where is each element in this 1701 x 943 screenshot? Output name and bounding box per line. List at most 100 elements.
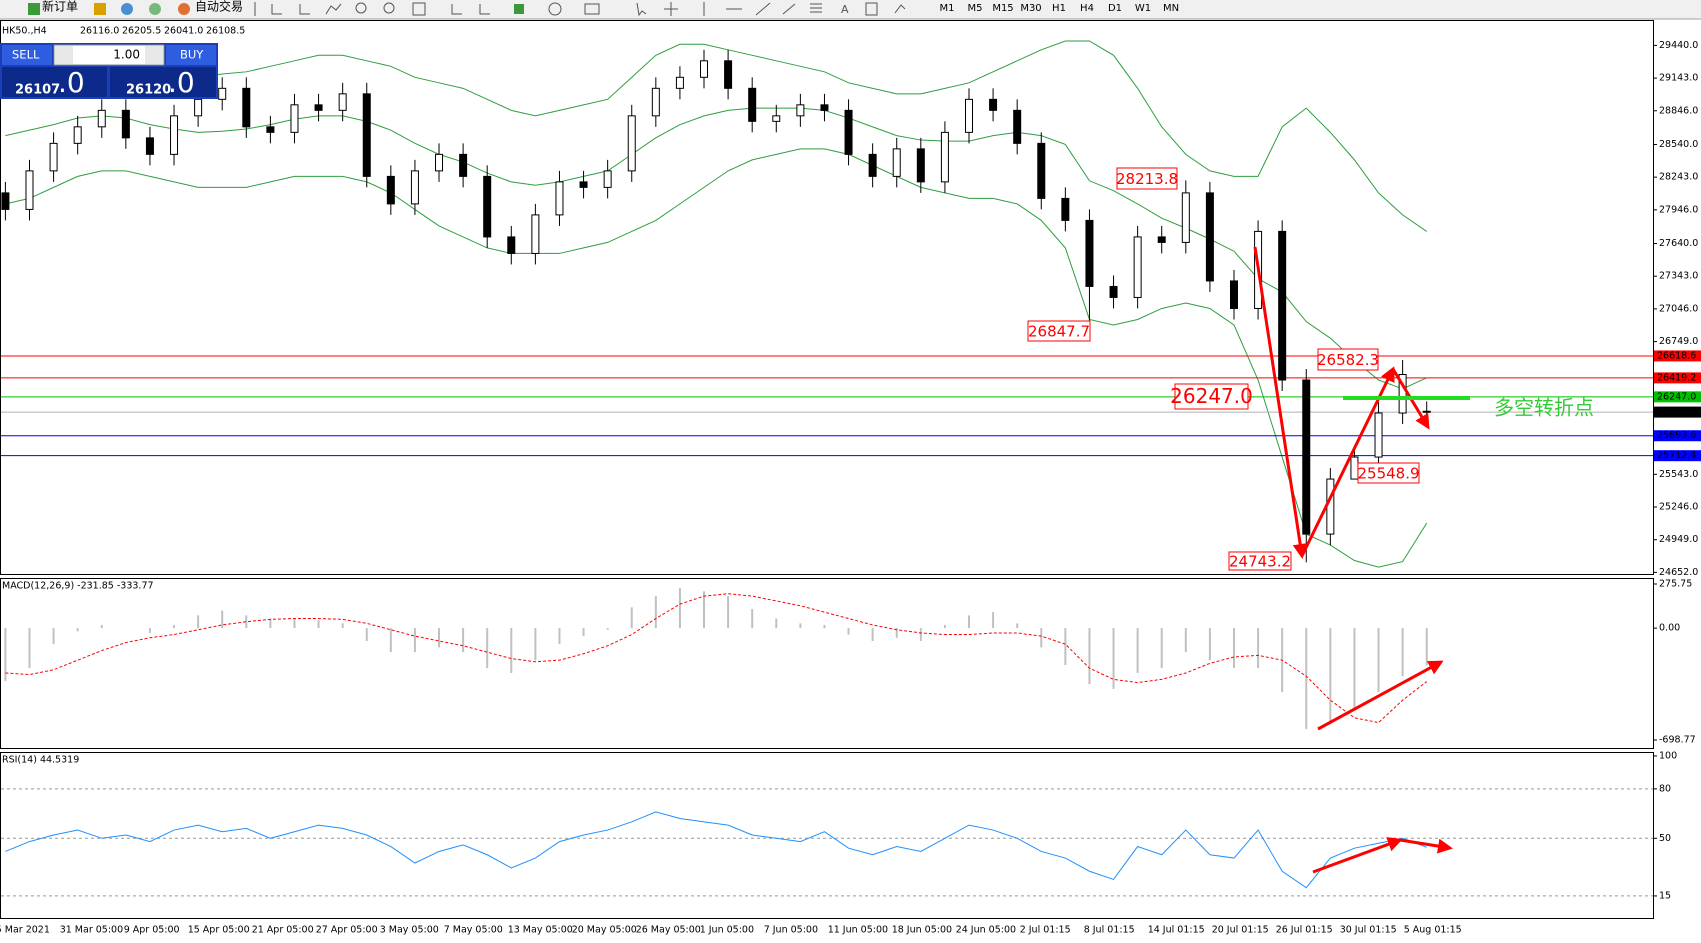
timeframe-button[interactable]: H4 bbox=[1080, 3, 1094, 14]
timeframe-button[interactable]: M30 bbox=[1020, 3, 1041, 14]
timeframe-button[interactable]: W1 bbox=[1135, 3, 1151, 14]
annotation-label: 28213.8 bbox=[1116, 170, 1178, 188]
auto-trading-button[interactable]: 自动交易 bbox=[195, 0, 243, 14]
candle-body bbox=[1205, 192, 1214, 282]
new-order-button[interactable]: 新订单 bbox=[42, 0, 78, 14]
buy-price-box[interactable] bbox=[110, 67, 216, 97]
price-chart: 29440.0 29143.0 28846.0 28540.0 28243.0 27946… bbox=[1, 40, 1701, 578]
candle-body bbox=[796, 104, 805, 117]
toolbar-icons: A bbox=[28, 2, 906, 17]
price-level-tag bbox=[1654, 391, 1701, 403]
y-tick-label: 27343.0 bbox=[1659, 271, 1698, 282]
x-tick-label: 30 Jul 01:15 bbox=[1340, 925, 1397, 936]
annotation-box bbox=[1357, 462, 1420, 484]
y-tick-label: 24652.0 bbox=[1659, 567, 1698, 578]
lot-value[interactable]: 1.00 bbox=[113, 48, 140, 62]
x-tick-label: 13 May 05:00 bbox=[508, 925, 573, 936]
y-tick-label: 80 bbox=[1659, 783, 1671, 794]
y-tick-label: 28846.0 bbox=[1659, 105, 1698, 116]
candle-body bbox=[73, 126, 82, 144]
price-level-label: 26618.6 bbox=[1657, 350, 1696, 361]
x-tick-label: 24 Jun 05:00 bbox=[956, 925, 1016, 936]
candle-body bbox=[1037, 142, 1046, 199]
timeframe-button[interactable]: M15 bbox=[992, 3, 1013, 14]
one-click-trading-panel: SELL 1.00 BUY 26107 .0 26120 .0 bbox=[0, 43, 218, 99]
candle-body bbox=[627, 115, 636, 172]
ohlc-header: 26116.0 26205.5 26041.0 26108.5 bbox=[80, 26, 245, 37]
x-tick-label: 1 Jun 05:00 bbox=[700, 925, 754, 936]
ohlc-value: 26041.0 bbox=[164, 26, 203, 37]
candle-body bbox=[483, 175, 492, 238]
y-tick-label: 27640.0 bbox=[1659, 238, 1698, 249]
chart-symbol: HK50.,H4 bbox=[2, 26, 47, 37]
y-tick-label: 29143.0 bbox=[1659, 73, 1698, 84]
lot-input[interactable] bbox=[53, 44, 165, 66]
x-tick-label: 7 Jun 05:00 bbox=[764, 925, 818, 936]
candle-body bbox=[242, 87, 251, 128]
price-level-label: 25712.4 bbox=[1657, 450, 1696, 461]
annotation-label: 26847.7 bbox=[1028, 323, 1090, 341]
buy-button[interactable] bbox=[166, 45, 216, 65]
candle-body bbox=[1374, 412, 1383, 458]
sell-label[interactable]: SELL bbox=[12, 48, 40, 62]
lot-down[interactable] bbox=[55, 46, 73, 64]
candle-body bbox=[724, 60, 733, 89]
x-tick-label: 5 Mar 2021 bbox=[0, 925, 50, 936]
rsi-panel bbox=[0, 752, 1654, 919]
sell-price: 26107 bbox=[15, 83, 60, 98]
candle-body bbox=[1133, 236, 1142, 298]
annotation-label: 26247.0 bbox=[1170, 384, 1253, 408]
candle-body bbox=[965, 98, 973, 133]
candle-body bbox=[386, 175, 395, 205]
x-tick-label: 26 May 05:00 bbox=[636, 925, 701, 936]
price-level-tag bbox=[1654, 406, 1701, 418]
turning-point-note: 多空转折点 bbox=[1494, 396, 1594, 420]
timeframe-button[interactable]: M5 bbox=[968, 3, 983, 14]
candle-body bbox=[410, 170, 419, 205]
candle-body bbox=[1302, 379, 1311, 535]
ohlc-value: 26205.5 bbox=[122, 26, 161, 37]
price-level-tag bbox=[1654, 372, 1701, 384]
candle-body bbox=[266, 126, 275, 133]
candle-body bbox=[892, 148, 901, 177]
candle-body bbox=[1398, 374, 1407, 414]
y-tick-label: 29440.0 bbox=[1659, 40, 1698, 51]
sell-price-tail: .0 bbox=[58, 66, 85, 99]
candle-body bbox=[1326, 478, 1335, 535]
buy-label[interactable]: BUY bbox=[180, 48, 204, 62]
candle-body bbox=[290, 104, 299, 133]
timeframe-button[interactable]: D1 bbox=[1108, 3, 1122, 14]
candle-body bbox=[579, 181, 588, 188]
x-tick-label: 20 May 05:00 bbox=[572, 925, 637, 936]
timeframe-button[interactable]: M1 bbox=[940, 3, 955, 14]
y-tick-label: 26749.0 bbox=[1659, 336, 1698, 347]
x-tick-label: 27 Apr 05:00 bbox=[316, 925, 378, 936]
candle-body bbox=[459, 153, 468, 177]
candle-body bbox=[1157, 236, 1166, 243]
x-tick-label: 9 Apr 05:00 bbox=[124, 925, 180, 936]
candle-body bbox=[989, 98, 998, 111]
bollinger-band bbox=[5, 40, 1427, 232]
annotation-box bbox=[1174, 383, 1249, 410]
timeframe-button[interactable]: H1 bbox=[1052, 3, 1066, 14]
lot-up[interactable] bbox=[145, 46, 163, 64]
bollinger-band bbox=[5, 148, 1428, 568]
price-level-label: 25893.6 bbox=[1657, 430, 1696, 441]
price-level-label: 26247.0 bbox=[1657, 391, 1696, 402]
x-tick-label: 31 Mar 05:00 bbox=[60, 925, 123, 936]
candle-body bbox=[338, 93, 347, 111]
candle-body bbox=[1422, 410, 1431, 413]
timeframe-button[interactable]: MN bbox=[1163, 3, 1179, 14]
candle-body bbox=[218, 87, 227, 100]
macd-chart: 275.75 0.00 -698.77 MACD(12,26,9) -231.85 -… bbox=[2, 579, 1696, 746]
x-tick-label: 21 Apr 05:00 bbox=[252, 925, 314, 936]
annotation-label: 25548.9 bbox=[1357, 465, 1419, 483]
candle-body bbox=[940, 131, 949, 183]
sell-button[interactable] bbox=[2, 45, 52, 65]
y-tick-label: 25246.0 bbox=[1659, 502, 1698, 513]
candle-body bbox=[145, 137, 154, 155]
candle-body bbox=[820, 104, 829, 111]
candle-body bbox=[1061, 197, 1070, 221]
sell-price-box[interactable] bbox=[2, 67, 107, 97]
